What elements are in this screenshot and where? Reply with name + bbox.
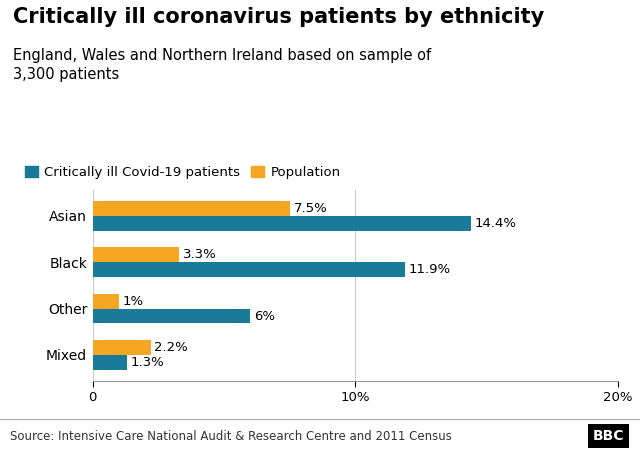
Text: 3.3%: 3.3% (183, 248, 217, 261)
Text: 14.4%: 14.4% (475, 217, 516, 230)
Bar (93, 340, 150, 355)
Text: 11.9%: 11.9% (409, 263, 451, 276)
Text: Critically ill coronavirus patients by ethnicity: Critically ill coronavirus patients by e… (13, 7, 544, 27)
Bar (93, 294, 119, 308)
Text: BBC: BBC (593, 429, 624, 443)
Text: Source: Intensive Care National Audit & Research Centre and 2011 Census: Source: Intensive Care National Audit & … (10, 429, 451, 443)
Bar (93, 355, 127, 370)
Text: 2.2%: 2.2% (154, 341, 188, 354)
Text: England, Wales and Northern Ireland based on sample of
3,300 patients: England, Wales and Northern Ireland base… (13, 48, 431, 82)
Text: 1.3%: 1.3% (131, 356, 164, 369)
Legend: Critically ill Covid-19 patients, Population: Critically ill Covid-19 patients, Popula… (19, 161, 346, 184)
Bar (93, 262, 405, 277)
Bar (93, 216, 470, 231)
Bar (93, 247, 179, 262)
Text: 7.5%: 7.5% (294, 202, 327, 215)
Bar (93, 308, 250, 323)
Text: 1%: 1% (123, 294, 144, 308)
Text: 6%: 6% (254, 309, 275, 323)
Bar (93, 201, 290, 216)
